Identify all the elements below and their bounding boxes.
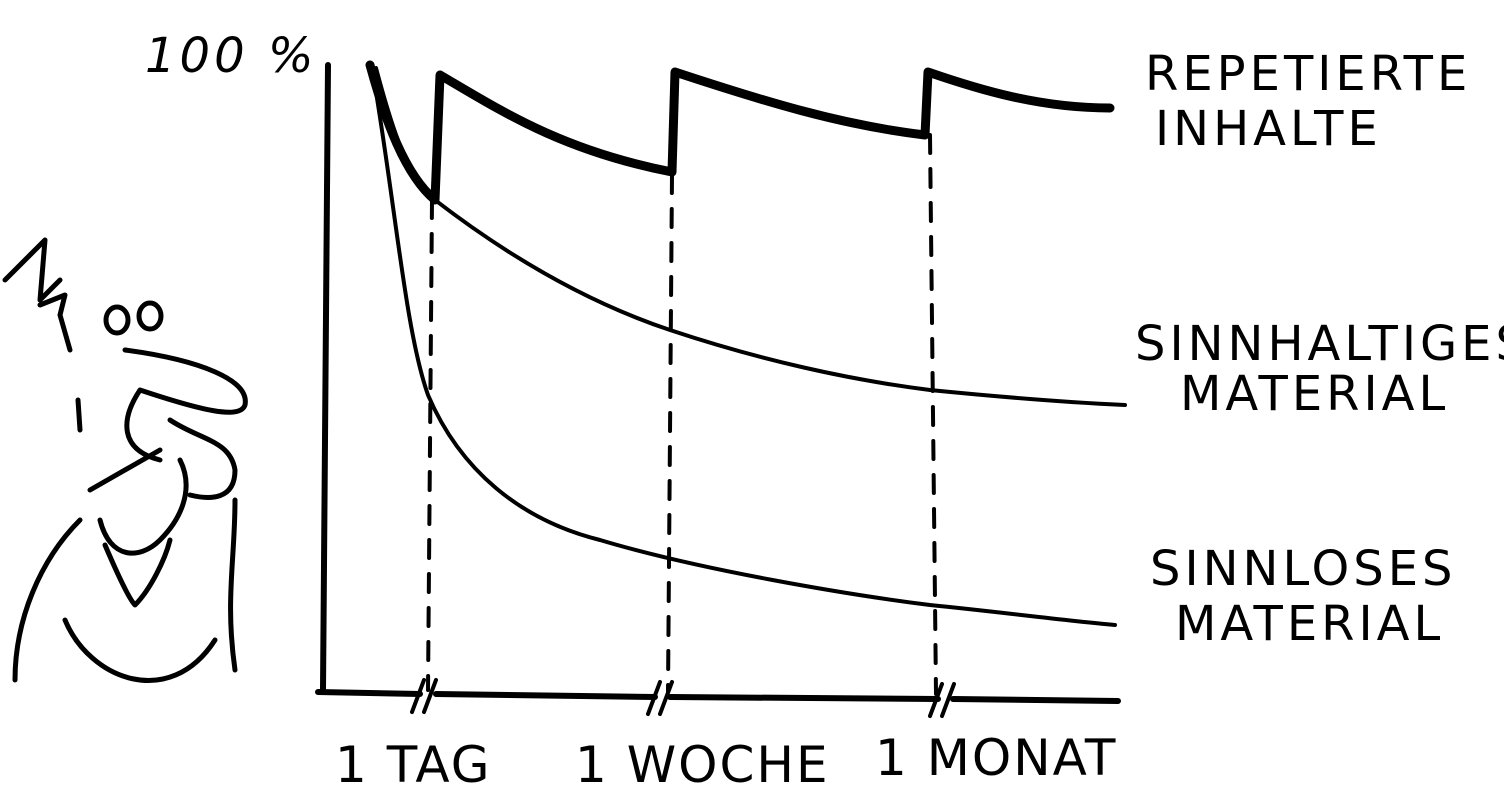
curve-label: INHALTE (1155, 101, 1382, 157)
curve-label: SINNLOSES (1150, 541, 1457, 597)
x-label: 1 MONAT (875, 729, 1117, 787)
curve-label: MATERIAL (1175, 596, 1444, 652)
top-label: 100 % (145, 28, 317, 84)
page: 100 % 1 TAG 1 WOCHE 1 MONAT REPETIERTE I… (0, 0, 1504, 794)
forgetting-curve-sketch: 100 % 1 TAG 1 WOCHE 1 MONAT REPETIERTE I… (0, 0, 1504, 794)
x-label: 1 TAG (335, 736, 491, 794)
curve-label: MATERIAL (1180, 366, 1449, 422)
x-label: 1 WOCHE (575, 736, 830, 794)
curve-label: SINNHALTIGES (1135, 316, 1504, 372)
curve-label: REPETIERTE (1145, 46, 1471, 102)
